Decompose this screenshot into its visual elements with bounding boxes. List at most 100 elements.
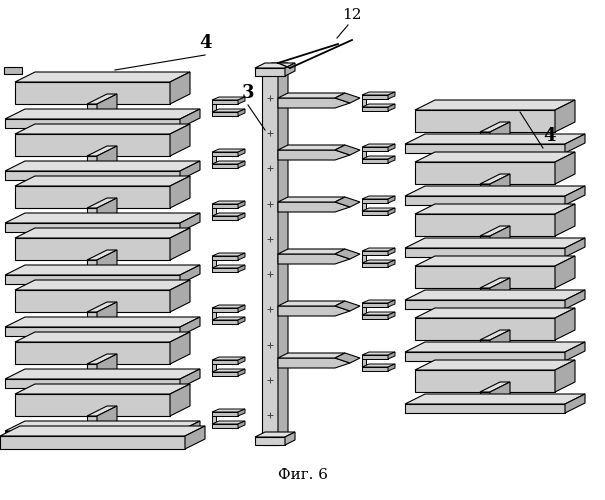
Polygon shape [278,98,350,108]
Polygon shape [87,208,97,223]
Polygon shape [170,176,190,208]
Polygon shape [278,254,350,264]
Polygon shape [415,100,575,110]
Polygon shape [362,147,366,163]
Polygon shape [362,300,395,303]
Polygon shape [255,437,285,445]
Polygon shape [238,357,245,364]
Polygon shape [238,409,245,416]
Polygon shape [362,367,388,371]
Polygon shape [362,104,395,107]
Polygon shape [15,176,190,186]
Polygon shape [238,265,245,272]
Polygon shape [278,358,350,368]
Polygon shape [87,364,97,379]
Polygon shape [180,109,200,128]
Polygon shape [388,208,395,215]
Polygon shape [278,249,345,254]
Polygon shape [278,306,350,316]
Polygon shape [480,132,490,144]
Polygon shape [480,382,510,392]
Polygon shape [480,122,510,132]
Polygon shape [565,238,585,257]
Polygon shape [480,288,490,300]
Polygon shape [405,238,585,248]
Polygon shape [15,394,170,416]
Polygon shape [388,248,395,255]
Polygon shape [405,196,565,205]
Polygon shape [362,156,395,159]
Polygon shape [415,370,555,392]
Polygon shape [362,248,395,251]
Polygon shape [87,416,97,431]
Polygon shape [238,253,245,260]
Polygon shape [415,266,555,288]
Polygon shape [212,161,245,164]
Polygon shape [5,161,200,171]
Polygon shape [415,318,555,340]
Polygon shape [388,312,395,319]
Polygon shape [212,308,238,312]
Polygon shape [212,216,238,220]
Polygon shape [170,384,190,416]
Polygon shape [238,421,245,428]
Polygon shape [212,369,245,372]
Polygon shape [87,156,97,171]
Polygon shape [285,63,295,76]
Polygon shape [285,432,295,445]
Polygon shape [87,354,117,364]
Polygon shape [490,382,510,404]
Polygon shape [490,226,510,248]
Polygon shape [97,354,117,379]
Polygon shape [388,104,395,111]
Polygon shape [15,186,170,208]
Polygon shape [5,213,200,223]
Polygon shape [238,149,245,156]
Polygon shape [362,303,366,319]
Polygon shape [278,150,350,160]
Polygon shape [212,265,245,268]
Polygon shape [212,256,238,260]
Polygon shape [335,249,360,259]
Polygon shape [415,360,575,370]
Polygon shape [405,404,565,413]
Polygon shape [238,305,245,312]
Polygon shape [170,332,190,364]
Polygon shape [15,134,170,156]
Polygon shape [335,145,360,155]
Polygon shape [97,302,117,327]
Polygon shape [555,308,575,340]
Polygon shape [15,342,170,364]
Polygon shape [15,228,190,238]
Polygon shape [5,109,200,119]
Polygon shape [87,104,97,119]
Polygon shape [278,202,350,212]
Polygon shape [480,340,490,352]
Polygon shape [212,152,238,156]
Polygon shape [362,199,388,203]
Polygon shape [15,124,190,134]
Text: Фиг. 6: Фиг. 6 [278,468,328,482]
Polygon shape [4,67,22,74]
Polygon shape [87,198,117,208]
Polygon shape [415,110,555,132]
Polygon shape [5,119,180,128]
Polygon shape [5,431,180,440]
Polygon shape [212,421,245,424]
Polygon shape [238,97,245,104]
Polygon shape [278,301,345,306]
Polygon shape [170,124,190,156]
Polygon shape [335,197,360,207]
Polygon shape [5,275,180,284]
Polygon shape [362,355,366,371]
Polygon shape [262,63,288,68]
Polygon shape [255,432,295,437]
Polygon shape [555,256,575,288]
Polygon shape [212,109,245,112]
Polygon shape [212,149,245,152]
Polygon shape [480,226,510,236]
Polygon shape [480,278,510,288]
Polygon shape [490,122,510,144]
Polygon shape [415,204,575,214]
Polygon shape [388,260,395,267]
